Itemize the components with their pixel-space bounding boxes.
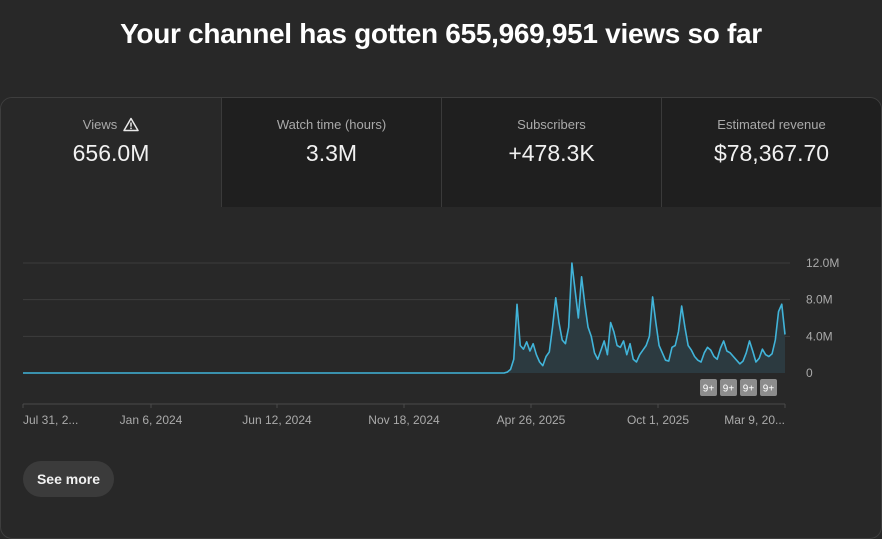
tab-watch-time[interactable]: Watch time (hours) 3.3M [221, 98, 441, 207]
annotation-marker [720, 379, 737, 396]
y-tick-label: 4.0M [806, 329, 833, 343]
annotation-marker [760, 379, 777, 396]
tab-watch-time-value: 3.3M [305, 140, 358, 166]
tab-watch-time-label: Watch time (hours) [276, 117, 387, 132]
x-tick-label: Oct 1, 2025 [627, 413, 689, 427]
page-title: Your channel has gotten 655,969,951 view… [120, 18, 762, 49]
annotation-marker-label: 9+ [723, 384, 735, 395]
annotation-marker-label: 9+ [703, 384, 715, 395]
x-tick-label: Jul 31, 2... [23, 413, 78, 427]
x-tick-label: Mar 9, 20... [724, 413, 785, 427]
series-area [23, 263, 785, 373]
annotation-marker-label: 9+ [763, 384, 775, 395]
annotation-marker [700, 379, 717, 396]
x-tick-label: Nov 18, 2024 [368, 413, 440, 427]
see-more-button[interactable]: See more [23, 461, 114, 497]
tab-estimated-revenue[interactable]: Estimated revenue $78,367.70 [661, 98, 881, 207]
tab-subscribers-value: +478.3K [508, 140, 595, 166]
series-line [23, 262, 786, 374]
annotation-marker-label: 9+ [743, 384, 755, 395]
warning-icon[interactable] [123, 117, 139, 135]
tab-subscribers[interactable]: Subscribers +478.3K [441, 98, 661, 207]
tab-subscribers-label: Subscribers [517, 117, 586, 132]
tab-views-label: Views [82, 117, 118, 132]
tab-views[interactable]: Views 656.0M [1, 98, 221, 207]
tab-views-value: 656.0M [72, 140, 150, 166]
annotation-marker [740, 379, 757, 396]
y-tick-label: 0 [806, 366, 813, 380]
tab-revenue-value: $78,367.70 [713, 140, 830, 166]
x-tick-label: Jan 6, 2024 [120, 413, 183, 427]
metric-tabs: Views 656.0M Watch time (hours) 3.3M Sub… [1, 98, 881, 207]
views-chart[interactable]: 12.0M 8.0M 4.0M 0 9+ 9+ 9+ 9+ Jul 31, 2... Jan 6,… [0, 0, 882, 460]
y-tick-label: 8.0M [806, 293, 833, 307]
x-tick-label: Jun 12, 2024 [242, 413, 312, 427]
x-tick-label: Apr 26, 2025 [497, 413, 566, 427]
y-tick-label: 12.0M [806, 256, 839, 270]
analytics-card: Views 656.0M Watch time (hours) 3.3M Sub… [0, 97, 882, 539]
tab-revenue-label: Estimated revenue [717, 117, 826, 132]
